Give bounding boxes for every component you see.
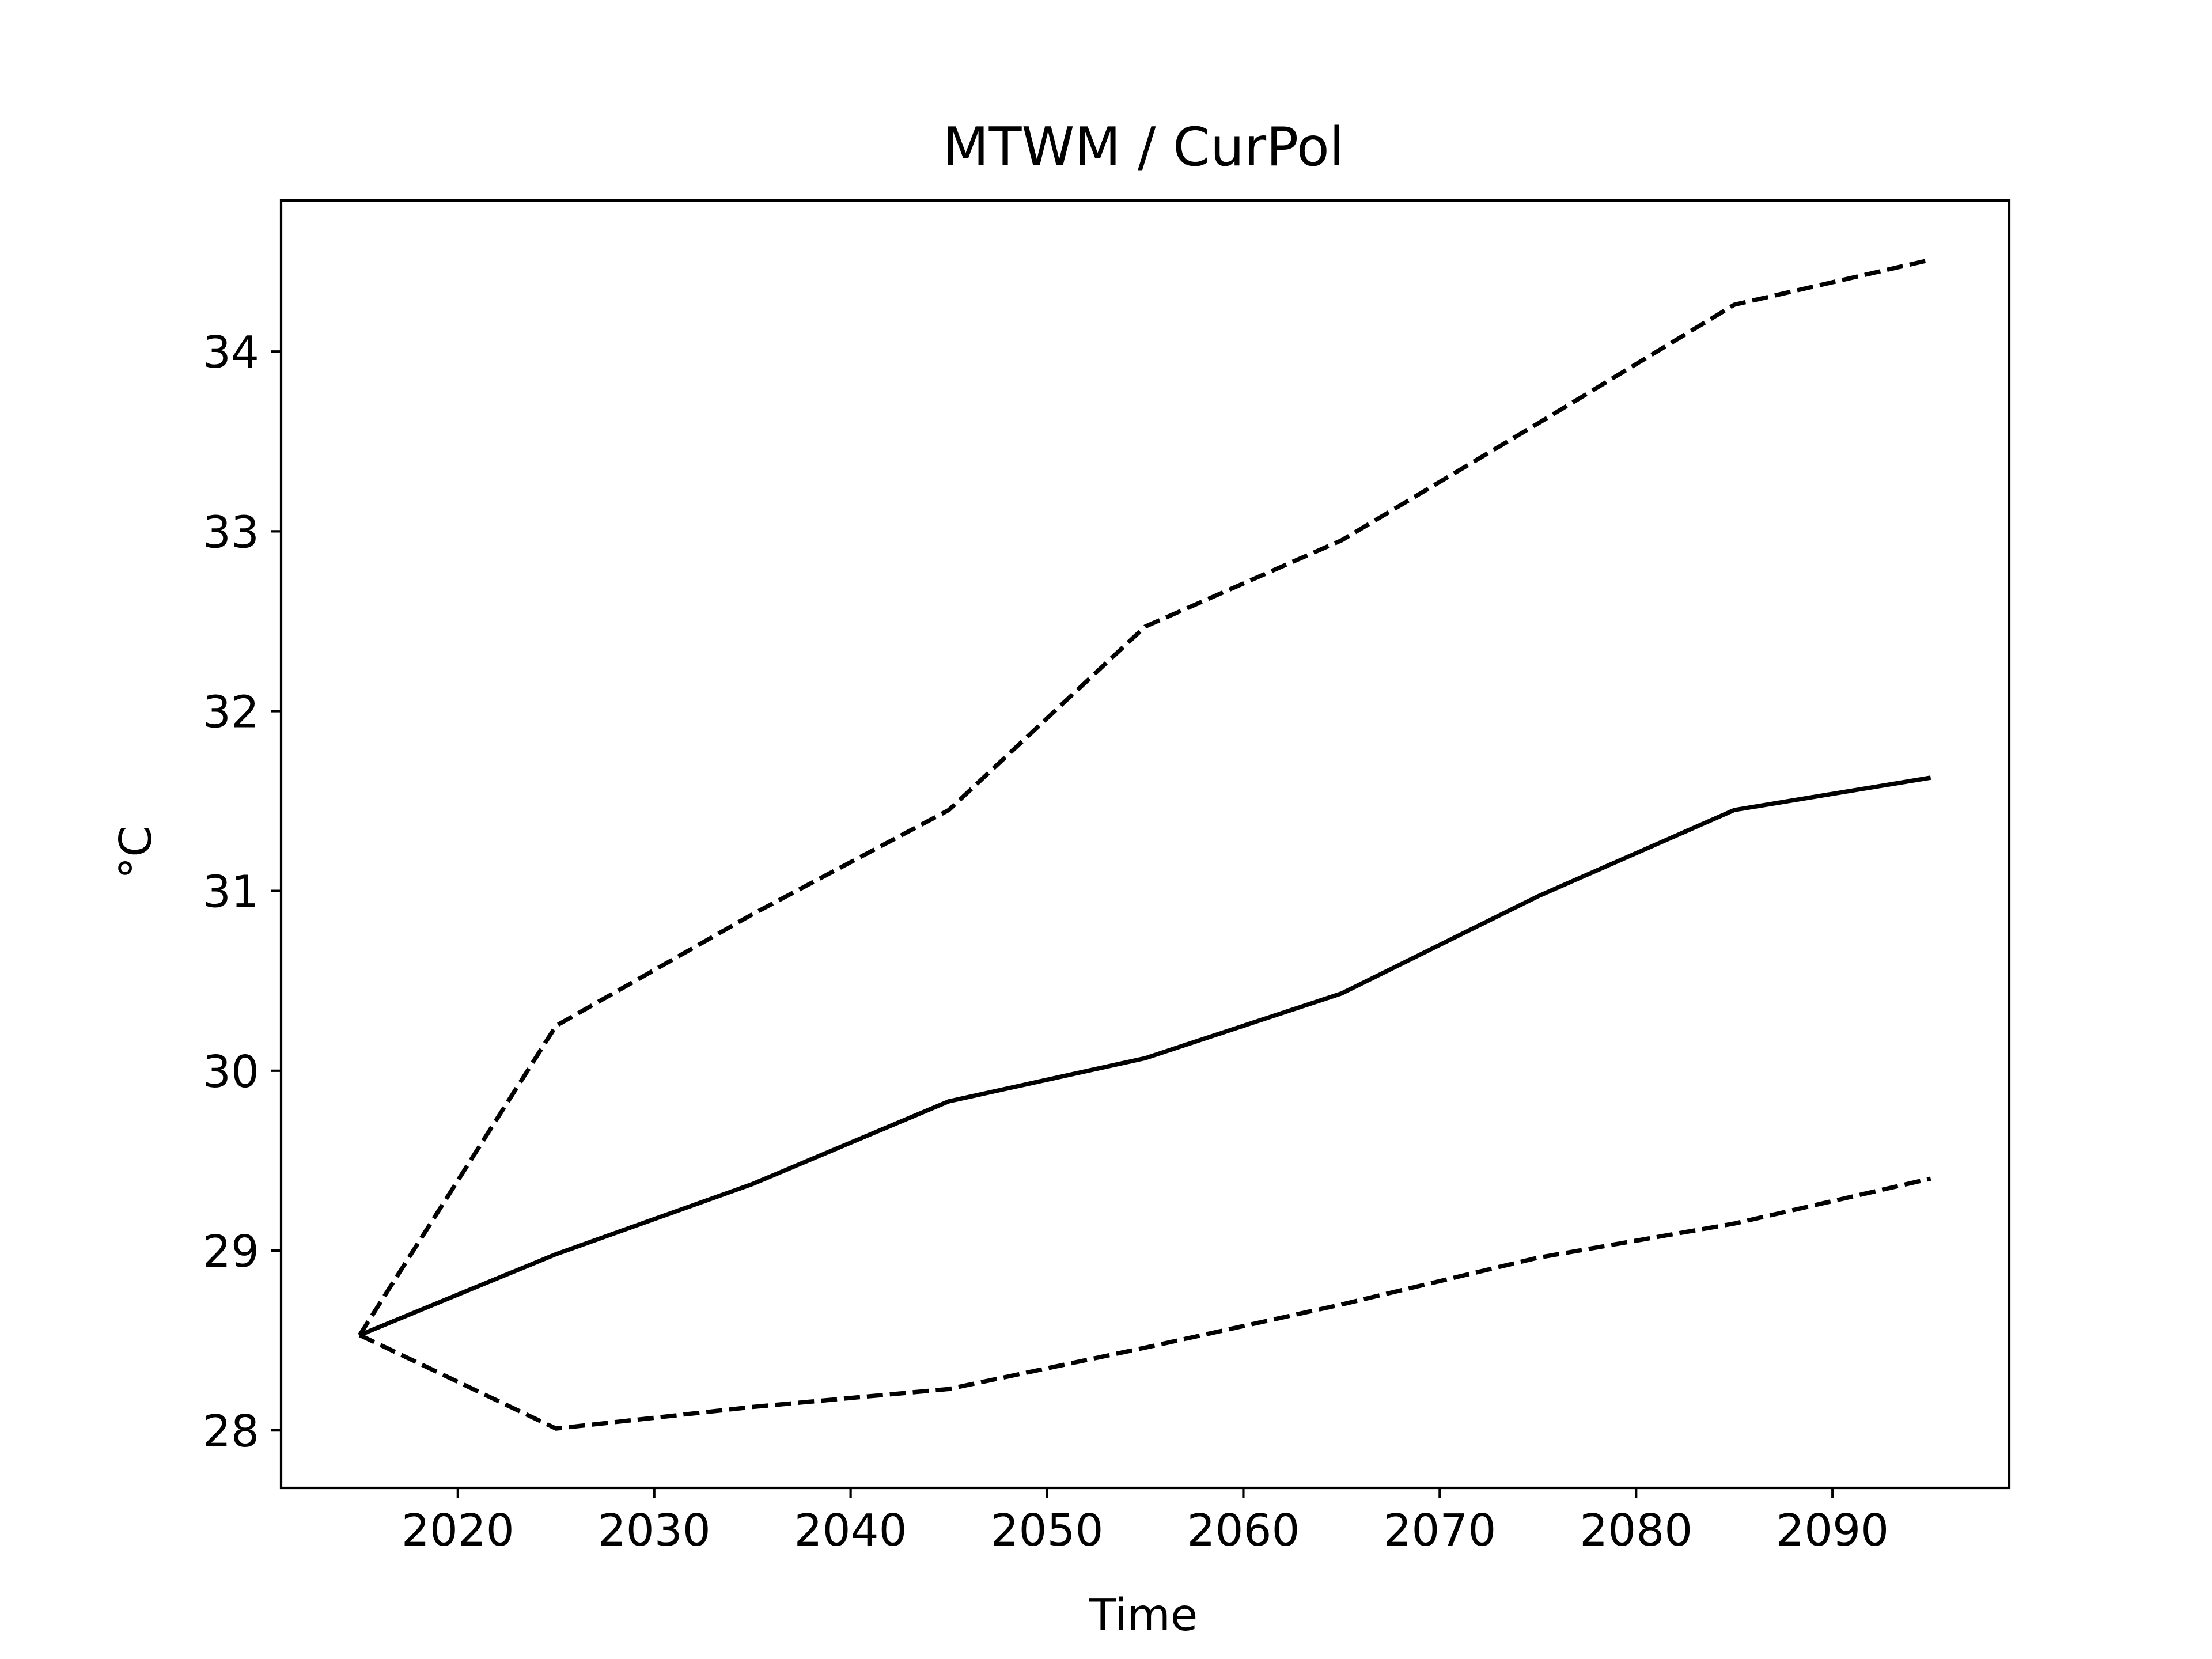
axes-frame xyxy=(279,199,2011,1490)
x-tick-label: 2060 xyxy=(1187,1505,1300,1556)
plot-area: 2020 2030 2040 2050 2060 2070 2080 2090 28 29 30 31… xyxy=(203,199,2011,1556)
y-tick-label: 32 xyxy=(203,687,259,738)
y-tick-label: 28 xyxy=(203,1406,259,1457)
chart-title: MTWM / CurPol xyxy=(942,116,1344,178)
x-tick-label: 2020 xyxy=(402,1505,514,1556)
y-tick-label: 29 xyxy=(203,1226,259,1278)
x-tick-label: 2030 xyxy=(598,1505,711,1556)
x-tick-label: 2080 xyxy=(1580,1505,1692,1556)
x-tick-label: 2040 xyxy=(794,1505,907,1556)
y-tick-label: 30 xyxy=(203,1047,259,1098)
x-tick-label: 2090 xyxy=(1776,1505,1889,1556)
x-tick-label: 2070 xyxy=(1383,1505,1496,1556)
x-tick-label: 2050 xyxy=(991,1505,1104,1556)
x-axis-label: Time xyxy=(1089,1590,1198,1641)
y-axis-label: °C xyxy=(111,826,162,879)
y-tick-label: 31 xyxy=(203,867,259,918)
series-line-1 xyxy=(358,775,1931,1338)
series-line-3 xyxy=(358,1176,1931,1431)
y-tick-label: 33 xyxy=(203,507,259,558)
y-tick-label: 34 xyxy=(203,327,259,378)
series-line-2 xyxy=(358,257,1931,1336)
